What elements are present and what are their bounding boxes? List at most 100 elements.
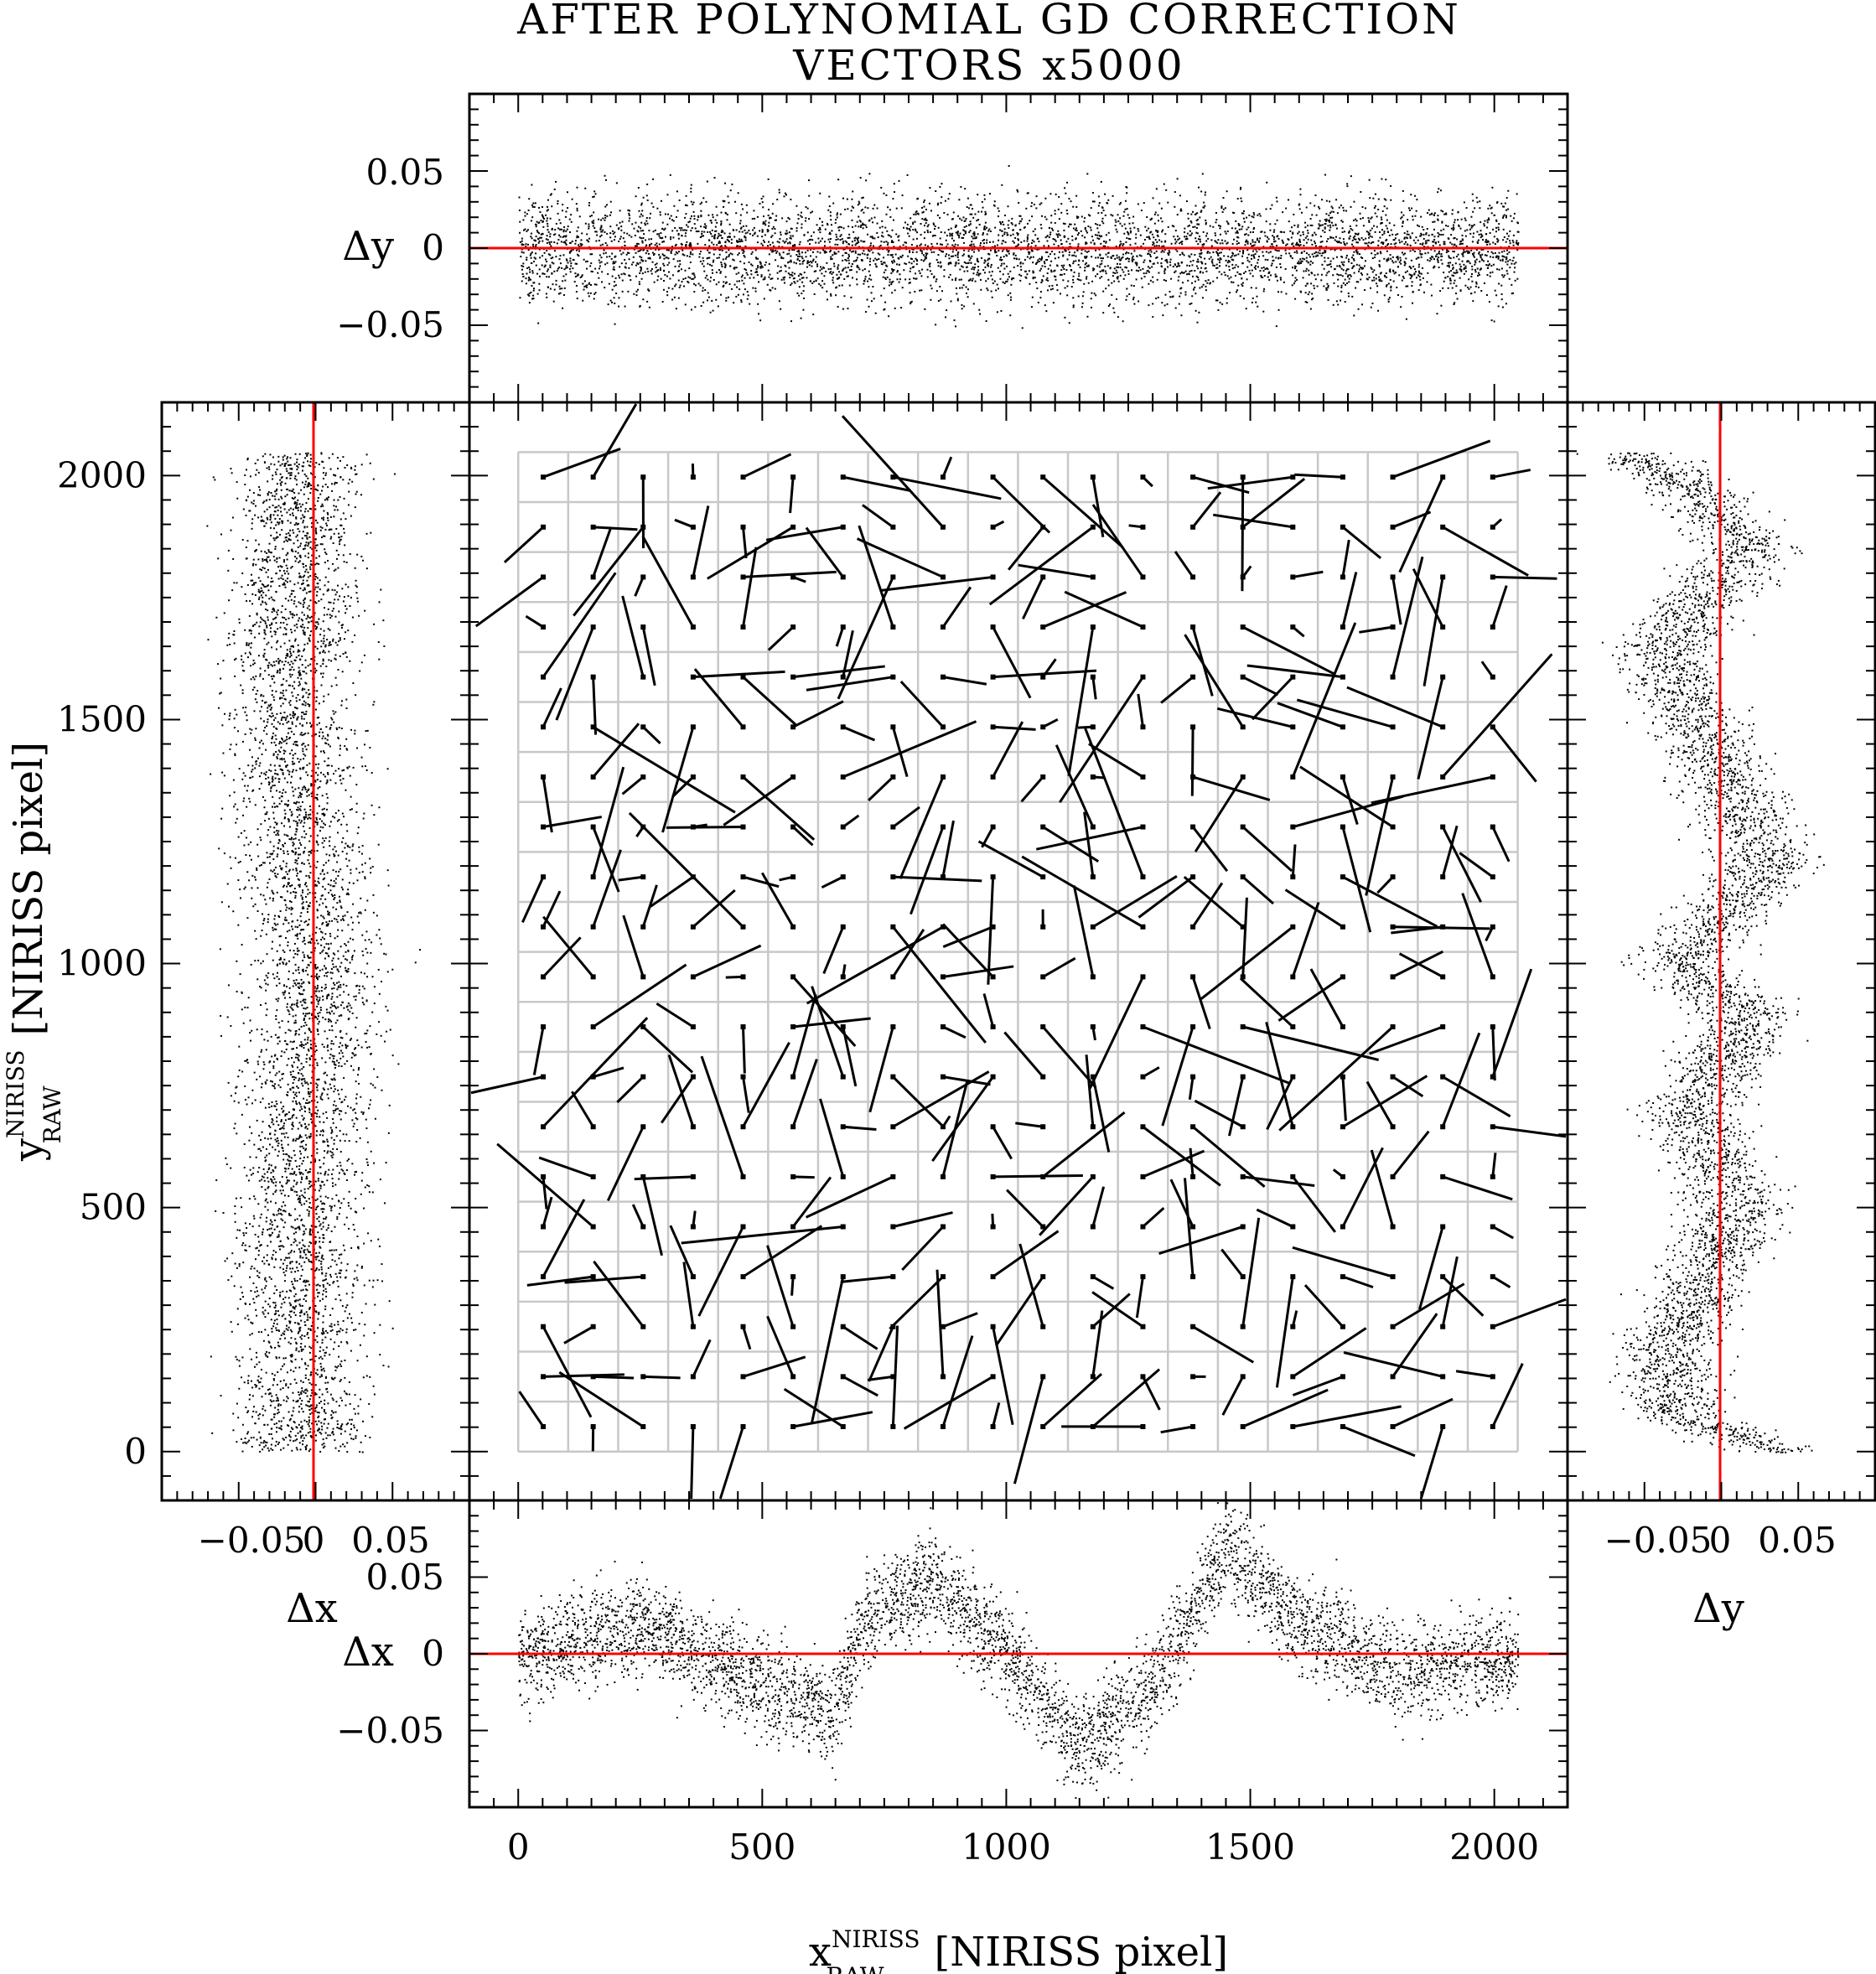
residual-point [1403, 236, 1406, 239]
residual-point [1215, 221, 1217, 224]
vector-node [990, 624, 996, 630]
residual-point [743, 251, 745, 253]
vector-node [990, 474, 996, 480]
residual-point [629, 275, 631, 277]
residual-point [952, 248, 955, 251]
residual-vector [1192, 1325, 1255, 1364]
vector-node [740, 1324, 746, 1329]
residual-point [1374, 231, 1376, 233]
residual-point [1298, 231, 1300, 233]
residual-point [1097, 212, 1100, 215]
residual-vector [1492, 1275, 1511, 1288]
residual-vector [819, 1098, 845, 1178]
residual-point [911, 266, 914, 268]
residual-point [872, 245, 874, 247]
residual-point [697, 230, 699, 232]
residual-point [1385, 272, 1387, 275]
residual-point [1512, 241, 1515, 244]
residual-point [1237, 223, 1240, 225]
residual-point [1078, 272, 1081, 275]
residual-point [1462, 255, 1464, 257]
vector-node [541, 724, 547, 730]
vector-node [640, 1074, 646, 1080]
residual-point [1148, 282, 1150, 285]
residual-point [1127, 270, 1130, 272]
x-axis-label-unit: [NIRISS pixel] [935, 1929, 1229, 1974]
residual-point [1364, 260, 1366, 262]
residual-point [950, 227, 952, 230]
residual-vector [792, 665, 885, 679]
residual-vector [692, 1339, 712, 1377]
residual-point [628, 220, 630, 222]
residual-point [1186, 232, 1189, 235]
residual-point [608, 282, 610, 285]
residual-point [1311, 253, 1314, 256]
residual-vector [660, 1075, 695, 1124]
residual-vector [806, 676, 894, 692]
residual-point [767, 269, 770, 272]
residual-point [1458, 224, 1460, 226]
residual-point [1117, 214, 1119, 216]
residual-point [1314, 231, 1316, 234]
residual-point [863, 282, 865, 285]
residual-point [753, 226, 755, 229]
residual-point [855, 242, 858, 245]
residual-point [921, 252, 924, 255]
residual-point [1402, 277, 1405, 279]
residual-point [1274, 240, 1277, 242]
residual-point [604, 174, 606, 177]
vector-field [470, 403, 1567, 1500]
residual-point [526, 230, 528, 232]
residual-vector [1064, 590, 1144, 629]
residual-point [930, 284, 932, 287]
residual-point [1056, 265, 1059, 267]
residual-point [1300, 211, 1303, 214]
residual-point [1279, 231, 1282, 233]
residual-point [1003, 228, 1006, 231]
residual-point [726, 213, 728, 215]
residual-point [834, 243, 837, 246]
residual-point [1385, 285, 1387, 288]
residual-point [1377, 309, 1380, 312]
residual-point [842, 259, 844, 262]
vector-node [1140, 1324, 1146, 1329]
residual-point [1352, 257, 1355, 260]
residual-point [1468, 251, 1470, 254]
residual-point [1096, 265, 1099, 267]
residual-point [555, 256, 557, 258]
residual-point [1350, 275, 1352, 277]
residual-point [1235, 264, 1237, 267]
residual-point [1352, 246, 1355, 248]
residual-point [1447, 225, 1449, 227]
residual-point [1063, 272, 1065, 275]
residual-point [1411, 285, 1413, 288]
residual-vector [707, 526, 794, 580]
vector-node [990, 1024, 996, 1030]
residual-point [1216, 253, 1219, 256]
residual-point [1105, 272, 1107, 275]
residual-point [752, 229, 754, 231]
residual-point [1471, 268, 1474, 271]
residual-point [1256, 295, 1258, 298]
residual-point [1477, 239, 1480, 241]
residual-point [972, 237, 974, 240]
residual-point [1358, 264, 1360, 267]
residual-point [749, 233, 751, 236]
residual-vector [1418, 1226, 1444, 1310]
residual-point [1490, 265, 1493, 267]
residual-point [930, 210, 932, 212]
residual-point [1226, 298, 1228, 300]
residual-point [1065, 269, 1068, 272]
residual-point [1272, 241, 1275, 243]
residual-point [1319, 224, 1322, 226]
residual-point [1491, 271, 1494, 273]
residual-point [842, 197, 844, 199]
residual-point [1326, 272, 1329, 274]
residual-point [701, 201, 703, 204]
residual-point [913, 213, 915, 215]
residual-point [833, 252, 836, 255]
residual-point [1163, 304, 1166, 307]
residual-point [1453, 274, 1455, 277]
residual-point [1007, 294, 1009, 297]
residual-point [1367, 245, 1370, 247]
